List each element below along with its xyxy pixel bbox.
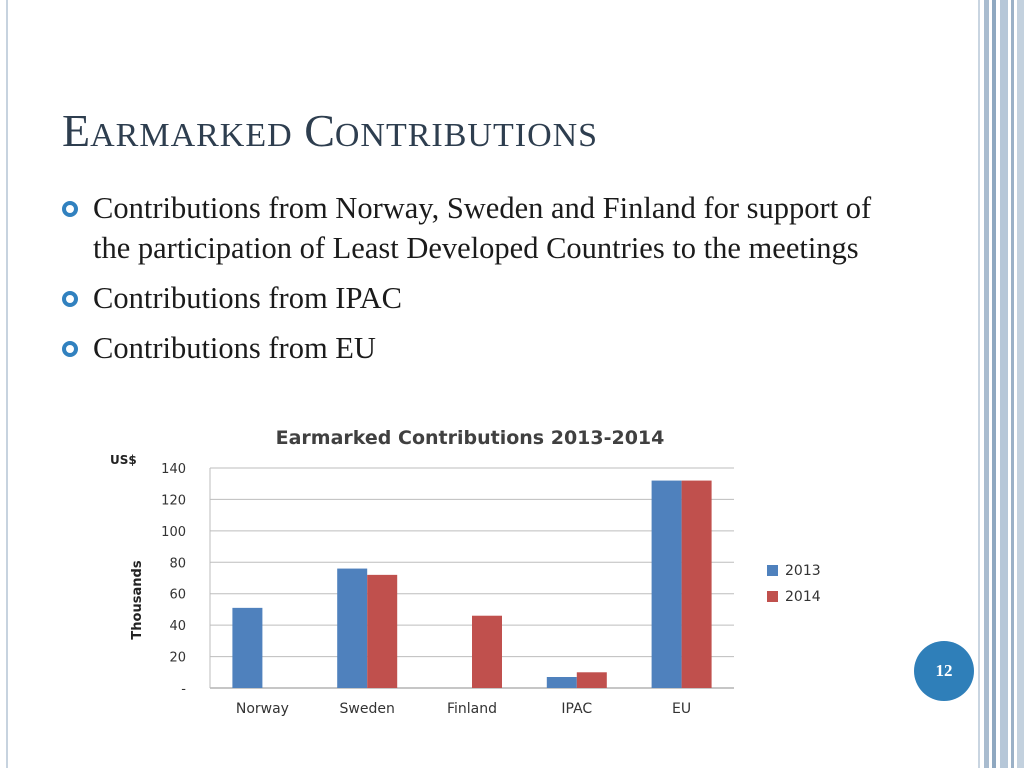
bar-chart: Earmarked Contributions 2013-2014 US$ Thou… — [100, 418, 840, 728]
y-tick-label: 40 — [169, 619, 186, 634]
bullet-text: Contributions from IPAC — [93, 281, 402, 315]
y-tick-label: 120 — [161, 493, 186, 508]
chart-svg: Earmarked Contributions 2013-2014 US$ Thou… — [110, 427, 821, 717]
x-tick-label: Finland — [447, 701, 497, 717]
slide-title: Earmarked Contributions — [62, 104, 598, 157]
chart-title: Earmarked Contributions 2013-2014 — [276, 427, 665, 449]
y-tick-label: 20 — [169, 651, 186, 666]
ring-bullet-icon — [62, 341, 78, 357]
bullet-text: Contributions from EU — [93, 331, 376, 365]
bar-2013-eu — [651, 480, 682, 688]
bar-2014-finland — [472, 615, 502, 688]
ring-bullet-icon — [62, 201, 78, 217]
bullet-text: Contributions from Norway, Sweden and Fi… — [93, 191, 872, 265]
bar-2013-norway — [232, 607, 263, 688]
page-number-badge: 12 — [914, 641, 974, 701]
legend-swatch — [767, 565, 778, 576]
bullet-list: Contributions from Norway, Sweden and Fi… — [62, 188, 882, 378]
y-axis-label: Thousands — [130, 560, 145, 639]
x-tick-label: IPAC — [561, 701, 592, 717]
y-tick-label: 100 — [161, 525, 186, 540]
left-border-line — [6, 0, 8, 768]
title-word-2: ontributions — [334, 117, 599, 154]
bar-2013-sweden — [337, 568, 368, 688]
legend-swatch — [767, 591, 778, 602]
bar-2014-ipac — [576, 672, 607, 688]
title-word-1: armarked — [90, 117, 293, 154]
decorative-stripes — [978, 0, 1024, 768]
legend-label: 2013 — [785, 563, 821, 579]
x-tick-label: Norway — [236, 701, 289, 717]
ring-bullet-icon — [62, 291, 78, 307]
y-tick-label: 80 — [169, 556, 186, 571]
x-tick-label: EU — [672, 701, 691, 717]
bullet-item: Contributions from EU — [62, 328, 882, 368]
x-tick-label: Sweden — [340, 701, 395, 717]
y-tick-label: - — [181, 682, 186, 697]
title-initial-2: C — [304, 105, 335, 156]
bullet-item: Contributions from IPAC — [62, 278, 882, 318]
page-number: 12 — [935, 661, 953, 680]
y-tick-label: 60 — [169, 588, 186, 603]
chart-unit-label: US$ — [110, 453, 137, 467]
bar-2014-sweden — [367, 574, 398, 688]
y-tick-label: 140 — [161, 462, 186, 477]
bar-2013-ipac — [546, 677, 577, 688]
title-initial-1: E — [62, 105, 91, 156]
bar-2014-eu — [681, 480, 712, 688]
bullet-item: Contributions from Norway, Sweden and Fi… — [62, 188, 882, 268]
legend-label: 2014 — [785, 589, 821, 605]
